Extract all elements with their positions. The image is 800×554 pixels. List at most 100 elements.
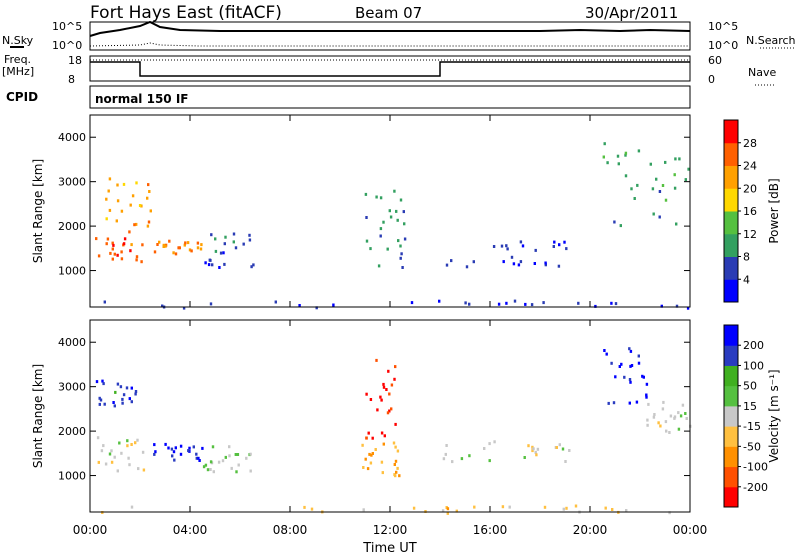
x-tick-label: 04:00	[173, 523, 208, 537]
data-cell	[248, 233, 251, 237]
data-cell	[565, 506, 568, 510]
colorbar-tick-label: 16	[743, 205, 757, 218]
data-cell	[130, 243, 133, 247]
data-cell	[399, 256, 402, 260]
data-cell	[95, 380, 99, 384]
data-cell	[603, 142, 606, 146]
data-cell	[122, 393, 126, 397]
data-cell	[153, 443, 156, 447]
data-cell	[394, 445, 397, 449]
colorbar-segment	[724, 405, 738, 427]
data-cell	[190, 249, 193, 253]
data-cell	[438, 299, 441, 303]
velocity-colorbar: -200 -100 -50 -15 15 50 100 200	[723, 324, 768, 508]
y-tick-label: 2000	[58, 220, 86, 233]
colorbar-segment	[724, 486, 738, 508]
data-cell	[645, 395, 648, 399]
data-cell	[399, 244, 402, 248]
data-cell	[209, 302, 213, 306]
data-cell	[120, 451, 123, 455]
y-tick-label: 3000	[58, 176, 86, 189]
data-cell	[382, 385, 386, 389]
data-cell	[214, 237, 217, 241]
data-cell	[619, 224, 622, 228]
power-colorbar-label: Power [dB]	[767, 178, 781, 243]
colorbar-segment	[724, 446, 738, 468]
data-cell	[303, 505, 306, 509]
data-cell	[380, 431, 384, 435]
data-cell	[242, 242, 245, 246]
data-cell	[116, 199, 120, 203]
data-cell	[232, 232, 236, 236]
data-cell	[134, 441, 137, 445]
data-cell	[445, 444, 448, 447]
colorbar-tick-label: 4	[743, 273, 750, 286]
data-cell	[649, 162, 652, 166]
colorbar-segment	[724, 142, 738, 166]
x-tick-label: 00:00	[73, 523, 108, 537]
data-cell	[119, 385, 123, 389]
data-cell	[108, 452, 112, 456]
colorbar-tick-label: 24	[743, 160, 757, 173]
data-cell	[103, 402, 106, 406]
data-cell	[625, 509, 628, 512]
colorbar-segment	[724, 426, 738, 447]
data-cell	[684, 412, 687, 415]
data-cell	[445, 263, 449, 267]
data-cell	[558, 243, 561, 247]
data-cell	[234, 453, 237, 456]
data-cell	[460, 457, 464, 461]
data-cell	[664, 420, 668, 424]
data-cell	[120, 209, 124, 213]
data-cell	[532, 447, 535, 451]
data-cell	[492, 245, 496, 248]
data-cell	[274, 300, 277, 304]
data-cell	[369, 461, 373, 465]
colorbar-tick-label: 12	[743, 228, 757, 241]
data-cell	[130, 400, 133, 404]
data-cell	[209, 460, 213, 464]
data-cell	[130, 505, 134, 509]
data-cell	[553, 240, 556, 244]
data-cell	[673, 186, 677, 190]
data-cell	[156, 243, 159, 246]
colorbar-tick-label: -200	[743, 481, 768, 494]
data-cell	[245, 456, 248, 460]
data-cell	[234, 246, 238, 250]
data-cell	[173, 458, 176, 462]
y-tick-label: 1000	[58, 265, 86, 278]
data-cell	[201, 446, 204, 450]
data-cell	[116, 253, 119, 257]
x-axis-label: Time UT	[362, 541, 416, 554]
data-cell	[140, 204, 143, 208]
velocity-colorbar-label: Velocity [m s⁻¹]	[767, 369, 781, 462]
data-cell	[136, 438, 139, 442]
cpid-value: normal 150 IF	[95, 92, 189, 106]
cpid-label: CPID	[6, 90, 38, 104]
data-cell	[235, 470, 238, 474]
data-cell	[602, 155, 605, 159]
data-cell	[195, 456, 198, 460]
data-cell	[125, 386, 129, 390]
data-cell	[147, 183, 150, 187]
data-cell	[387, 369, 390, 373]
data-cell	[207, 263, 211, 267]
data-cell	[396, 218, 399, 222]
colorbar-segment	[724, 365, 738, 387]
y-tick-label: 1000	[58, 470, 86, 483]
data-cell	[398, 474, 401, 478]
x-tick-label: 00:00	[673, 523, 708, 537]
data-cell	[111, 257, 114, 261]
data-cell	[164, 244, 167, 248]
data-cell	[112, 401, 115, 404]
colorbar-segment	[724, 120, 738, 144]
data-cell	[248, 238, 252, 242]
noise-tick-low-left: 10^0	[52, 39, 82, 52]
data-cell	[135, 258, 138, 262]
data-cell	[412, 506, 416, 510]
data-cell	[612, 401, 616, 405]
data-cell	[542, 301, 545, 305]
colorbar-tick-label: -100	[743, 461, 768, 474]
data-cell	[392, 441, 396, 445]
colorbar-frame	[723, 324, 739, 508]
